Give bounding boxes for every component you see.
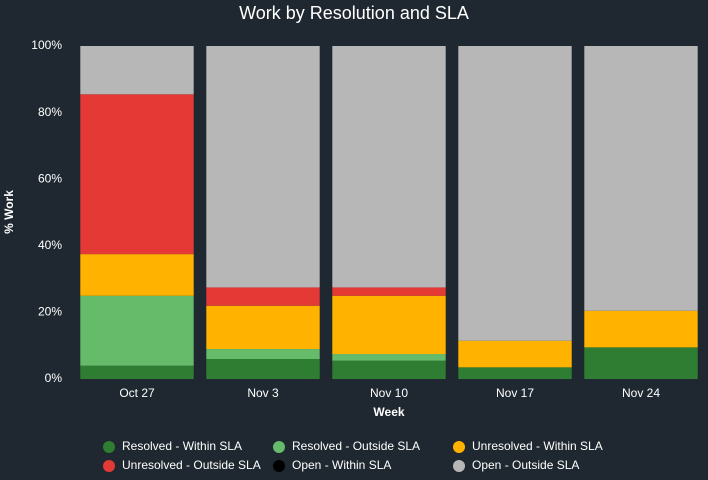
y-tick-label: 80%: [38, 105, 62, 119]
bar-segment: [584, 347, 698, 379]
y-axis-title: % Work: [2, 190, 16, 234]
legend-swatch: [273, 460, 285, 472]
legend-label: Resolved - Within SLA: [122, 439, 242, 453]
legend-swatch: [453, 441, 465, 453]
x-tick-label: Nov 24: [622, 386, 660, 400]
bar-segment: [332, 46, 446, 288]
y-tick-label: 20%: [38, 305, 62, 319]
bar-segment: [80, 365, 194, 379]
y-tick-label: 40%: [38, 238, 62, 252]
bar-segment: [206, 349, 320, 360]
x-tick-label: Nov 17: [496, 386, 534, 400]
legend-label: Resolved - Outside SLA: [292, 439, 420, 453]
legend-label: Unresolved - Within SLA: [472, 439, 603, 453]
bar-segment: [332, 360, 446, 379]
legend-swatch: [103, 441, 115, 453]
legend-swatch: [273, 441, 285, 453]
x-axis-title: Week: [373, 405, 404, 419]
x-tick-label: Oct 27: [119, 386, 155, 400]
legend-label: Open - Outside SLA: [472, 458, 579, 472]
legend-label: Open - Within SLA: [292, 458, 391, 472]
y-tick-label: 0%: [45, 371, 63, 385]
x-tick-label: Nov 10: [370, 386, 408, 400]
bar-segment: [80, 295, 194, 366]
y-tick-label: 100%: [31, 38, 62, 52]
bar-segment: [458, 367, 572, 379]
bar-segment: [80, 254, 194, 296]
bar-segment: [80, 46, 194, 95]
bar-segment: [206, 287, 320, 306]
legend-label: Unresolved - Outside SLA: [122, 458, 261, 472]
bar-segment: [206, 359, 320, 379]
bar-segment: [584, 310, 698, 348]
bar-segment: [206, 46, 320, 288]
legend-swatch: [453, 460, 465, 472]
bar-segment: [80, 94, 194, 255]
bar-segment: [206, 305, 320, 350]
y-tick-label: 60%: [38, 171, 62, 185]
bar-segment: [332, 354, 446, 361]
bar-segment: [458, 46, 572, 341]
bar-segment: [584, 46, 698, 311]
x-tick-label: Nov 3: [247, 386, 279, 400]
chart-title: Work by Resolution and SLA: [239, 3, 469, 23]
bar-segment: [332, 287, 446, 296]
bar-segment: [332, 295, 446, 355]
legend-swatch: [103, 460, 115, 472]
bar-segment: [458, 340, 572, 368]
